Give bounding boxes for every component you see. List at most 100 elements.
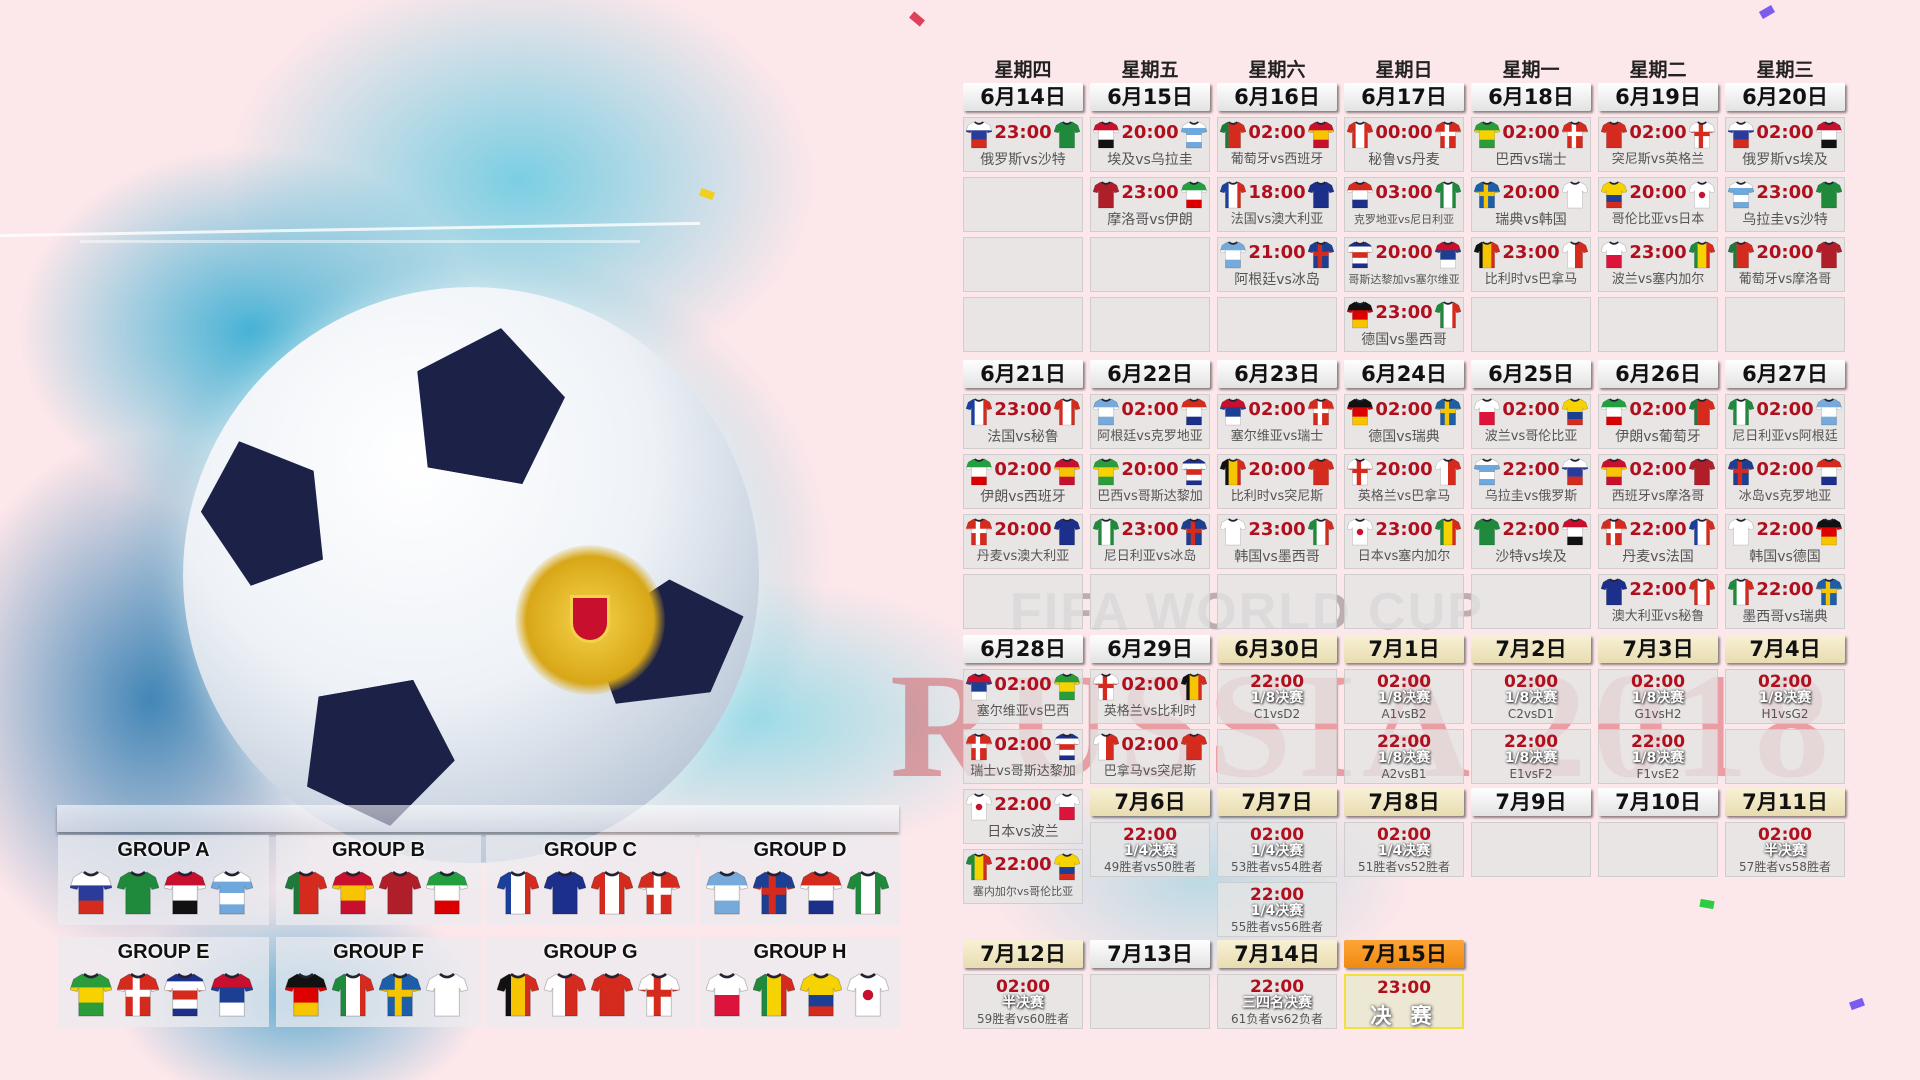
match-cell[interactable]: 22:00 日本vs波兰 bbox=[963, 789, 1083, 844]
group-panel-title-bar bbox=[57, 805, 899, 832]
jersey-icon bbox=[1054, 121, 1080, 149]
match-cell[interactable]: 20:00 哥斯达黎加vs塞尔维亚 bbox=[1344, 237, 1464, 292]
match-cell[interactable]: 20:00 哥伦比亚vs日本 bbox=[1598, 177, 1718, 232]
match-time: 22:00 bbox=[1629, 519, 1687, 540]
home-team: 突尼斯 bbox=[1611, 152, 1651, 167]
match-cell[interactable]: 02:00 1/8决赛 H1vsG2 bbox=[1725, 669, 1845, 724]
away-team: 伊朗 bbox=[1164, 212, 1193, 228]
match-cell[interactable]: 02:00 俄罗斯vs埃及 bbox=[1725, 117, 1845, 172]
home-team: 德国 bbox=[1361, 332, 1390, 348]
match-cell[interactable]: 23:00 俄罗斯vs沙特 bbox=[963, 117, 1083, 172]
match-cell[interactable]: 22:00 1/8决赛 A2vsB1 bbox=[1344, 729, 1464, 784]
match-cell[interactable]: 23:00 乌拉圭vs沙特 bbox=[1725, 177, 1845, 232]
vs-separator: vs bbox=[1022, 152, 1038, 168]
match-cell[interactable]: 02:00 尼日利亚vs阿根廷 bbox=[1725, 394, 1845, 449]
match-cell[interactable]: 02:00 西班牙vs摩洛哥 bbox=[1598, 454, 1718, 509]
match-cell[interactable]: 22:00 1/8决赛 E1vsF2 bbox=[1471, 729, 1591, 784]
match-cell[interactable]: 02:00 巴拿马vs突尼斯 bbox=[1090, 729, 1210, 784]
match-cell[interactable]: 22:00 1/8决赛 C1vsD2 bbox=[1217, 669, 1337, 724]
match-cell[interactable]: 23:00 韩国vs墨西哥 bbox=[1217, 514, 1337, 569]
match-time: 02:00 bbox=[1248, 399, 1306, 420]
match-cell[interactable]: 02:00 塞尔维亚vs巴西 bbox=[963, 669, 1083, 724]
home-team: 墨西哥 bbox=[1742, 609, 1785, 625]
match-cell[interactable]: 23:00 德国vs墨西哥 bbox=[1344, 297, 1464, 352]
match-cell[interactable]: 02:00 1/8决赛 C2vsD1 bbox=[1471, 669, 1591, 724]
match-cell[interactable]: 02:00 塞尔维亚vs瑞士 bbox=[1217, 394, 1337, 449]
jersey-icon bbox=[1562, 518, 1588, 546]
jersey-icon bbox=[1347, 398, 1373, 426]
home-team: 尼日利亚 bbox=[1732, 429, 1785, 444]
match-cell[interactable]: 02:00 阿根廷vs克罗地亚 bbox=[1090, 394, 1210, 449]
match-cell[interactable]: 20:00 埃及vs乌拉圭 bbox=[1090, 117, 1210, 172]
match-time: 02:00 bbox=[994, 459, 1052, 480]
match-cell[interactable]: 02:00 波兰vs哥伦比亚 bbox=[1471, 394, 1591, 449]
match-cell[interactable]: 20:00 英格兰vs巴拿马 bbox=[1344, 454, 1464, 509]
vs-separator: vs bbox=[1136, 429, 1151, 444]
match-cell[interactable]: 02:00 冰岛vs克罗地亚 bbox=[1725, 454, 1845, 509]
match-cell[interactable]: 23:00 日本vs塞内加尔 bbox=[1344, 514, 1464, 569]
away-team: 西班牙 bbox=[1023, 489, 1066, 505]
match-cell[interactable]: 22:00 乌拉圭vs俄罗斯 bbox=[1471, 454, 1591, 509]
jersey-icon bbox=[1308, 241, 1334, 269]
match-cell[interactable]: 00:00 秘鲁vs丹麦 bbox=[1344, 117, 1464, 172]
match-cell[interactable]: 23:00 决 赛 bbox=[1344, 974, 1464, 1029]
match-cell[interactable]: 22:00 丹麦vs法国 bbox=[1598, 514, 1718, 569]
match-cell[interactable]: 02:00 葡萄牙vs西班牙 bbox=[1217, 117, 1337, 172]
match-cell[interactable]: 23:00 摩洛哥vs伊朗 bbox=[1090, 177, 1210, 232]
jersey-icon bbox=[1435, 458, 1461, 486]
match-cell[interactable]: 03:00 克罗地亚vs尼日利亚 bbox=[1344, 177, 1464, 232]
match-cell[interactable]: 18:00 法国vs澳大利亚 bbox=[1217, 177, 1337, 232]
match-teams-label: 俄罗斯vs沙特 bbox=[964, 151, 1082, 169]
date-header: 6月26日 bbox=[1598, 360, 1718, 388]
match-cell[interactable]: 02:00 英格兰vs比利时 bbox=[1090, 669, 1210, 724]
group-card: GROUP B bbox=[276, 835, 481, 925]
match-cell[interactable]: 02:00 突尼斯vs英格兰 bbox=[1598, 117, 1718, 172]
jersey-icon bbox=[116, 870, 159, 915]
jersey-icon bbox=[1474, 518, 1500, 546]
home-team: 德国 bbox=[1368, 429, 1397, 445]
away-team: 哥伦比亚 bbox=[1029, 885, 1074, 898]
date-header: 7月2日 bbox=[1471, 635, 1591, 663]
match-cell[interactable]: 23:00 比利时vs巴拿马 bbox=[1471, 237, 1591, 292]
match-cell[interactable]: 22:00 1/4决赛 55胜者vs56胜者 bbox=[1217, 882, 1337, 937]
match-cell[interactable]: 02:00 伊朗vs葡萄牙 bbox=[1598, 394, 1718, 449]
match-cell[interactable]: 22:00 三四名决赛 61负者vs62负者 bbox=[1217, 974, 1337, 1029]
match-cell[interactable]: 22:00 1/8决赛 F1vsE2 bbox=[1598, 729, 1718, 784]
match-cell[interactable]: 21:00 阿根廷vs冰岛 bbox=[1217, 237, 1337, 292]
match-cell[interactable]: 22:00 韩国vs德国 bbox=[1725, 514, 1845, 569]
match-cell[interactable]: 20:00 瑞典vs韩国 bbox=[1471, 177, 1591, 232]
match-time: 20:00 bbox=[1502, 182, 1560, 203]
match-cell[interactable]: 02:00 1/8决赛 A1vsB2 bbox=[1344, 669, 1464, 724]
date-header: 6月22日 bbox=[1090, 360, 1210, 388]
match-cell[interactable]: 02:00 半决赛 57胜者vs58胜者 bbox=[1725, 822, 1845, 877]
match-cell[interactable]: 02:00 瑞士vs哥斯达黎加 bbox=[963, 729, 1083, 784]
match-cell[interactable]: 22:00 墨西哥vs瑞典 bbox=[1725, 574, 1845, 629]
match-cell[interactable]: 23:00 波兰vs塞内加尔 bbox=[1598, 237, 1718, 292]
home-team: 阿根廷 bbox=[1234, 272, 1277, 288]
match-cell[interactable]: 02:00 1/8决赛 G1vsH2 bbox=[1598, 669, 1718, 724]
match-cell[interactable]: 02:00 1/4决赛 53胜者vs54胜者 bbox=[1217, 822, 1337, 877]
match-cell[interactable]: 23:00 尼日利亚vs冰岛 bbox=[1090, 514, 1210, 569]
match-cell[interactable]: 20:00 葡萄牙vs摩洛哥 bbox=[1725, 237, 1845, 292]
match-cell[interactable]: 20:00 巴西vs哥斯达黎加 bbox=[1090, 454, 1210, 509]
jersey-icon bbox=[1562, 241, 1588, 269]
match-cell[interactable]: 22:00 塞内加尔vs哥伦比亚 bbox=[963, 849, 1083, 904]
match-cell[interactable]: 22:00 沙特vs埃及 bbox=[1471, 514, 1591, 569]
match-cell[interactable]: 02:00 巴西vs瑞士 bbox=[1471, 117, 1591, 172]
away-team: 俄罗斯 bbox=[1538, 489, 1578, 504]
match-cell[interactable]: 20:00 丹麦vs澳大利亚 bbox=[963, 514, 1083, 569]
match-time: 22:00 bbox=[1630, 732, 1686, 752]
match-cell[interactable]: 02:00 1/4决赛 51胜者vs52胜者 bbox=[1344, 822, 1464, 877]
vs-separator: vs bbox=[1764, 489, 1780, 504]
match-cell[interactable]: 22:00 1/4决赛 49胜者vs50胜者 bbox=[1090, 822, 1210, 877]
jersey-icon bbox=[1728, 241, 1754, 269]
match-cell[interactable]: 02:00 半决赛 59胜者vs60胜者 bbox=[963, 974, 1083, 1029]
match-cell[interactable]: 22:00 澳大利亚vs秘鲁 bbox=[1598, 574, 1718, 629]
match-cell[interactable]: 23:00 法国vs秘鲁 bbox=[963, 394, 1083, 449]
match-cell[interactable]: 02:00 伊朗vs西班牙 bbox=[963, 454, 1083, 509]
match-time: 23:00 bbox=[1375, 519, 1433, 540]
vs-separator: vs bbox=[1784, 429, 1799, 444]
match-cell[interactable]: 02:00 德国vs瑞典 bbox=[1344, 394, 1464, 449]
match-cell[interactable]: 20:00 比利时vs突尼斯 bbox=[1217, 454, 1337, 509]
